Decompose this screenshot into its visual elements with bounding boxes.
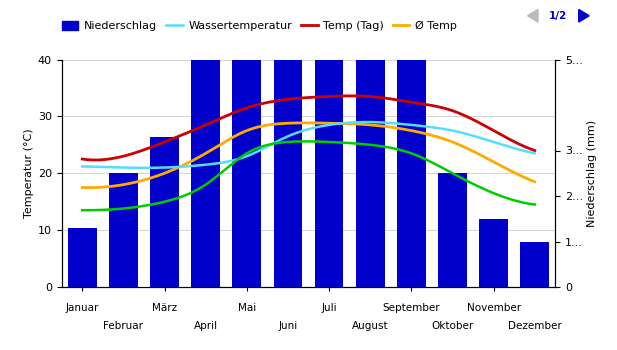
Bar (397, 0, 426, 287)
Text: Mai: Mai (238, 303, 256, 313)
Bar (315, 0, 344, 287)
Text: August: August (352, 321, 389, 331)
Text: Juni: Juni (278, 321, 297, 331)
Text: Februar: Februar (104, 321, 143, 331)
Bar (273, 0, 302, 287)
Text: September: September (383, 303, 440, 313)
Bar (479, 219, 508, 287)
Y-axis label: Niederschlag (mm): Niederschlag (mm) (587, 120, 597, 227)
Bar (438, 173, 467, 287)
Bar (150, 137, 179, 287)
Text: März: März (152, 303, 177, 313)
Bar (68, 228, 97, 287)
Text: Juli: Juli (321, 303, 337, 313)
Text: 1/2: 1/2 (549, 11, 568, 21)
Legend: Niederschlag, Wassertemperatur, Temp (Tag), Ø Temp: Niederschlag, Wassertemperatur, Temp (Ta… (57, 16, 462, 36)
Bar (520, 241, 549, 287)
Text: Januar: Januar (65, 303, 99, 313)
Text: April: April (194, 321, 218, 331)
Bar (191, 14, 220, 287)
Text: Dezember: Dezember (508, 321, 561, 331)
Bar (356, 0, 384, 287)
Text: Oktober: Oktober (431, 321, 474, 331)
Text: November: November (466, 303, 521, 313)
Y-axis label: Temperatur (°C): Temperatur (°C) (23, 128, 34, 218)
Bar (233, 0, 261, 287)
Bar (109, 173, 138, 287)
